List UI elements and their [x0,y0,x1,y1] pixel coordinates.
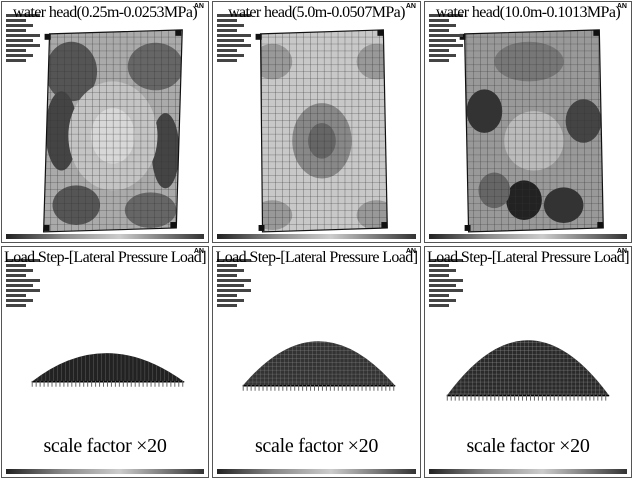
panel-title: Load Step-[Lateral Pressure Load] [427,249,629,266]
panel-title: water head(10.0m-0.1013MPa) [435,4,621,21]
panel-tag: AN [616,248,627,255]
panel-tag: AN [193,248,204,255]
legend-block [429,257,463,309]
legend-block [217,257,251,309]
legend-block [6,257,40,309]
scale-factor-label: scale factor ×20 [254,435,379,457]
contour-panel-3: water head(10.0m-0.1013MPa) AN [424,1,632,243]
deformation-plot-2 [242,341,396,391]
legend-block [6,12,40,64]
panel-title: water head(5.0m-0.0507MPa) [228,4,405,21]
panel-title: Load Step-[Lateral Pressure Load] [215,249,418,266]
contour-plot-2 [255,29,388,233]
deformation-plot-3 [446,340,610,401]
contour-plot-1 [42,29,183,233]
color-scale-bar [429,234,627,239]
legend-block [217,12,251,64]
color-scale-bar [429,469,627,474]
panel-title: Load Step-[Lateral Pressure Load] [4,249,206,266]
color-scale-bar [217,234,416,239]
color-scale-bar [6,469,204,474]
deformation-panel-3: Load Step-[Lateral Pressure Load] AN sca… [424,246,632,478]
scale-factor-label: scale factor ×20 [466,435,590,457]
legend-block [429,12,463,64]
panel-tag: AN [405,248,416,255]
color-scale-bar [6,234,204,239]
panel-tag: AN [193,3,204,10]
panel-title: water head(0.25m-0.0253MPa) [12,4,198,21]
contour-panel-1: water head(0.25m-0.0253MPa) AN [1,1,209,243]
panel-tag: AN [616,3,627,10]
contour-panel-2: water head(5.0m-0.0507MPa) AN [212,1,421,243]
panel-tag: AN [405,3,416,10]
deformation-plot-1 [31,353,185,387]
scale-factor-label: scale factor ×20 [43,435,167,457]
color-scale-bar [217,469,416,474]
contour-plot-3 [459,29,604,233]
deformation-panel-2: Load Step-[Lateral Pressure Load] AN sca… [212,246,421,478]
deformation-panel-1: Load Step-[Lateral Pressure Load] AN sca… [1,246,209,478]
